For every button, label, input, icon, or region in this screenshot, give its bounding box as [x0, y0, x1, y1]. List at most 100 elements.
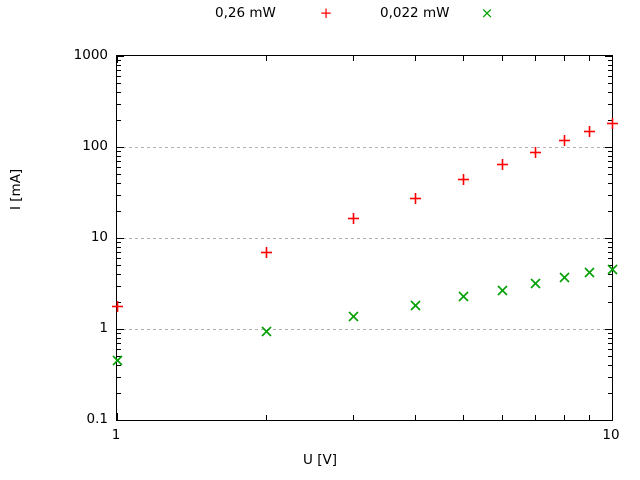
data-point-cross: [410, 300, 421, 311]
y-axis-minor-tick: [608, 70, 612, 71]
y-axis-minor-tick: [608, 349, 612, 350]
data-point-cross: [584, 267, 595, 278]
legend-label-1: 0,022 mW: [380, 5, 450, 21]
y-axis-minor-tick: [608, 338, 612, 339]
data-point-cross: [497, 285, 508, 296]
x-axis-minor-tick: [266, 415, 267, 420]
data-point-cross: [348, 311, 359, 322]
x-axis-minor-tick: [463, 56, 464, 61]
gridline-horizontal: [117, 329, 612, 330]
y-axis-minor-tick: [608, 343, 612, 344]
y-axis-minor-tick: [117, 252, 121, 253]
x-axis-minor-tick: [502, 415, 503, 420]
data-point-plus: [348, 213, 360, 225]
y-axis-minor-tick: [608, 247, 612, 248]
grid-layer: [117, 56, 613, 421]
data-point-cross: [261, 326, 272, 337]
y-axis-minor-tick: [608, 161, 612, 162]
data-point-cross: [607, 264, 618, 275]
x-axis-major-tick: [117, 56, 118, 63]
y-axis-minor-tick: [608, 242, 612, 243]
y-axis-minor-tick: [117, 211, 121, 212]
x-axis-minor-tick: [415, 415, 416, 420]
y-tick-label: 0.1: [86, 411, 108, 427]
data-point-cross: [530, 278, 541, 289]
y-axis-minor-tick: [608, 156, 612, 157]
x-axis-minor-tick: [535, 415, 536, 420]
y-axis-minor-tick: [117, 377, 121, 378]
y-axis-major-tick: [605, 147, 612, 148]
y-axis-minor-tick: [608, 104, 612, 105]
y-axis-minor-tick: [608, 274, 612, 275]
y-axis-minor-tick: [117, 183, 121, 184]
y-axis-minor-tick: [117, 156, 121, 157]
y-axis-minor-tick: [608, 258, 612, 259]
x-axis-minor-tick: [415, 56, 416, 61]
y-axis-major-tick: [117, 238, 124, 239]
y-axis-minor-tick: [117, 274, 121, 275]
y-axis-major-tick: [117, 329, 124, 330]
y-axis-minor-tick: [608, 393, 612, 394]
y-axis-minor-tick: [117, 356, 121, 357]
y-tick-label: 1000: [73, 47, 108, 63]
y-axis-major-tick: [117, 56, 124, 57]
data-point-plus: [497, 159, 509, 171]
y-axis-minor-tick: [608, 333, 612, 334]
data-point-plus: [410, 193, 422, 205]
gridline-horizontal: [117, 147, 612, 148]
x-axis-minor-tick: [353, 415, 354, 420]
y-axis-minor-tick: [117, 258, 121, 259]
y-axis-minor-tick: [117, 70, 121, 71]
data-point-plus: [559, 135, 571, 147]
data-point-plus: [584, 125, 596, 137]
x-axis-minor-tick: [564, 415, 565, 420]
y-axis-minor-tick: [608, 211, 612, 212]
y-axis-major-tick: [605, 56, 612, 57]
y-tick-label: 1: [99, 320, 108, 336]
y-axis-major-tick: [117, 147, 124, 148]
y-axis-minor-tick: [117, 161, 121, 162]
y-axis-major-tick: [605, 329, 612, 330]
y-axis-minor-tick: [117, 302, 121, 303]
y-axis-minor-tick: [608, 302, 612, 303]
gridline-horizontal: [117, 238, 612, 239]
y-axis-minor-tick: [117, 76, 121, 77]
chart-legend: 0,26 mW + 0,022 mW ×: [0, 0, 640, 30]
x-tick-label: 1: [111, 427, 121, 443]
y-axis-minor-tick: [117, 83, 121, 84]
data-point-plus: [112, 300, 123, 312]
y-axis-minor-tick: [117, 365, 121, 366]
y-axis-minor-tick: [117, 174, 121, 175]
y-axis-minor-tick: [117, 286, 121, 287]
y-axis-minor-tick: [608, 151, 612, 152]
y-axis-minor-tick: [608, 65, 612, 66]
x-axis-minor-tick: [463, 415, 464, 420]
y-axis-minor-tick: [608, 76, 612, 77]
x-axis-major-tick: [612, 413, 613, 420]
x-axis-minor-tick: [266, 56, 267, 61]
y-axis-minor-tick: [117, 92, 121, 93]
y-axis-minor-tick: [608, 167, 612, 168]
data-point-cross: [559, 272, 570, 283]
data-points-layer: [112, 56, 618, 420]
y-axis-minor-tick: [608, 60, 612, 61]
legend-label-0: 0,26 mW: [215, 5, 276, 21]
y-tick-label: 10: [90, 229, 108, 245]
y-axis-minor-tick: [608, 92, 612, 93]
x-axis-minor-tick: [535, 56, 536, 61]
data-point-plus: [530, 147, 542, 159]
x-axis-minor-tick: [353, 56, 354, 61]
x-tick-label: 10: [602, 427, 620, 443]
plot-area: [112, 55, 618, 421]
x-axis-label: U [V]: [303, 452, 337, 468]
data-point-plus: [261, 247, 272, 259]
y-axis-minor-tick: [608, 265, 612, 266]
y-axis-minor-tick: [117, 242, 121, 243]
x-axis-minor-tick: [564, 56, 565, 61]
x-axis-minor-tick: [502, 56, 503, 61]
y-axis-minor-tick: [608, 286, 612, 287]
y-axis-minor-tick: [117, 265, 121, 266]
x-axis-major-tick: [117, 413, 118, 420]
y-axis-minor-tick: [117, 343, 121, 344]
